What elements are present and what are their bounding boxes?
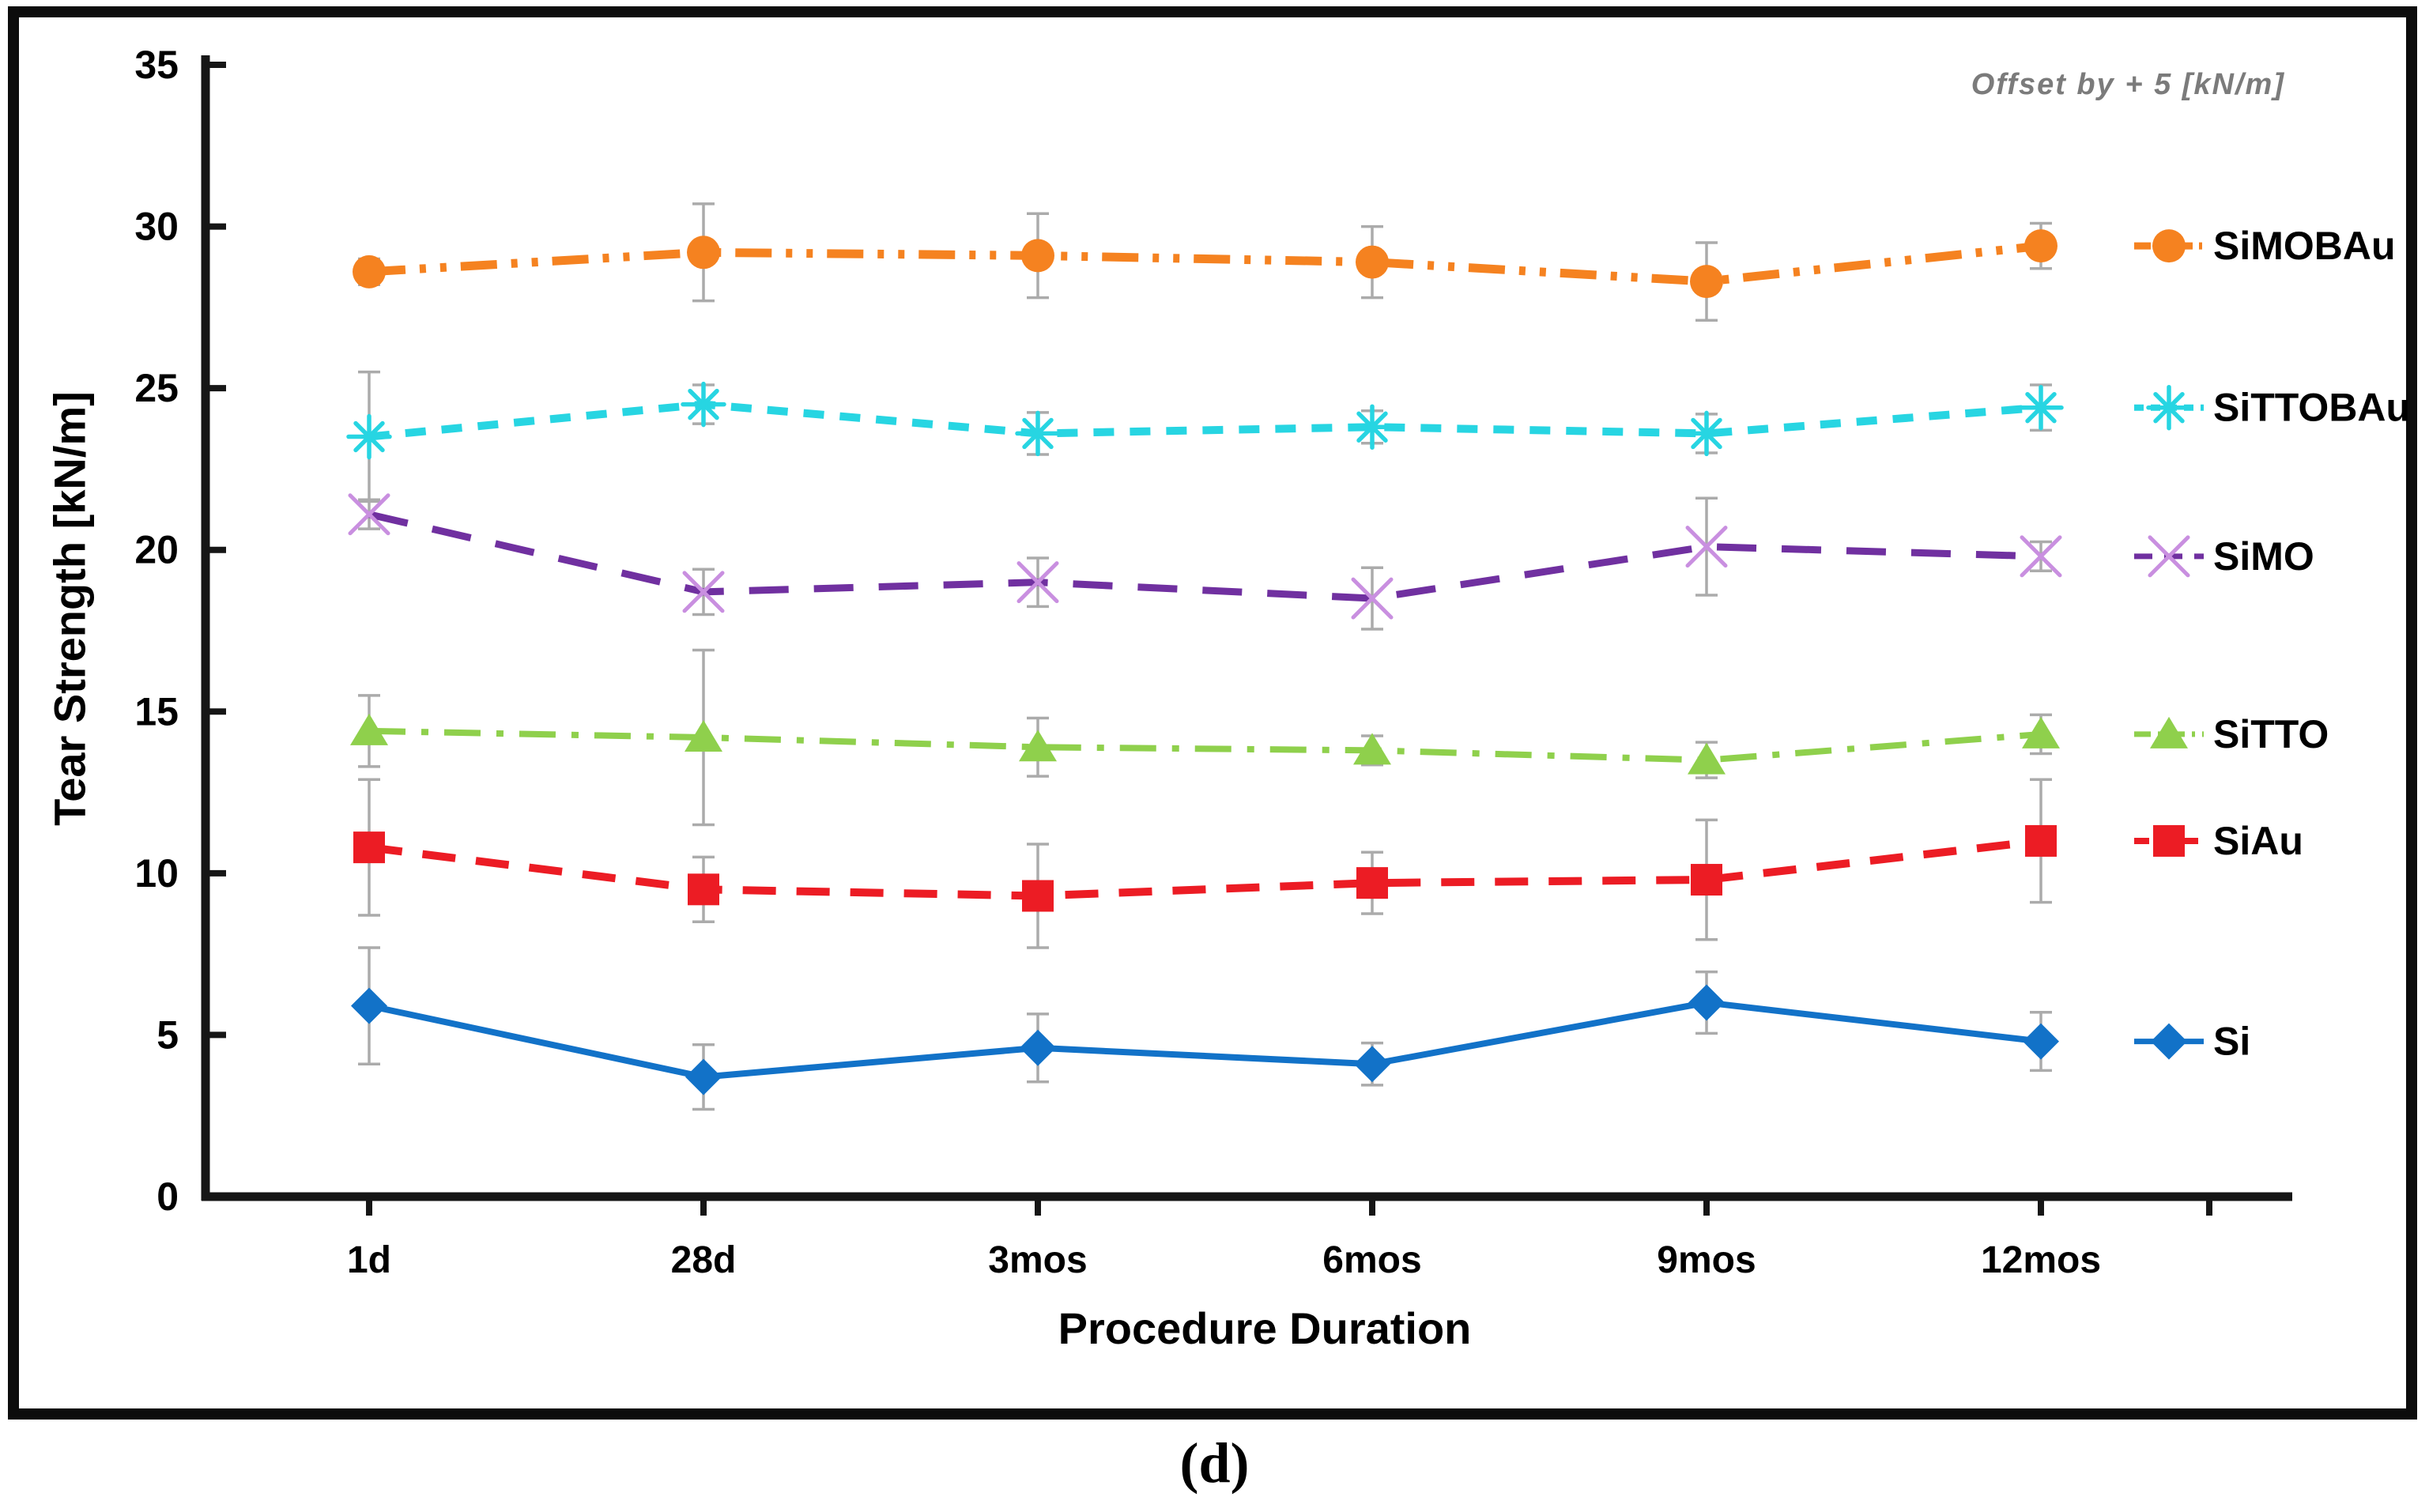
marker-SiMOBAu-6mos [1356, 245, 1389, 279]
marker-SiTTOBAu-28d-spoke3 [688, 388, 719, 420]
marker-SiTTO-28d [685, 720, 722, 752]
series-line-SiTTO [368, 727, 2042, 764]
legend-label-SiTTOBAu: SiTTOBAu [2213, 386, 2410, 430]
legend-label-SiMO: SiMO [2213, 534, 2314, 579]
marker-Si-28d [685, 1058, 722, 1095]
marker-SiTTO-3mos [1019, 730, 1057, 762]
legend-marker-SiMOBAu [2152, 229, 2186, 263]
legend-label-Si: Si [2213, 1020, 2250, 1064]
y-tick-label-15: 15 [134, 689, 179, 733]
x-axis-title: Procedure Duration [1058, 1303, 1472, 1353]
legend-marker-SiTTO [2150, 716, 2188, 748]
marker-SiTTO-1d [350, 713, 388, 745]
y-tick-label-10: 10 [134, 851, 179, 896]
series-line-SiMO [368, 511, 2042, 602]
y-tick-label-20: 20 [134, 528, 179, 572]
offset-annotation: Offset by + 5 [kN/m] [1971, 68, 2285, 101]
y-tick-label-30: 30 [134, 205, 179, 249]
marker-SiTTOBAu-3mos-spoke3 [1022, 417, 1054, 450]
marker-SiTTOBAu-1d-spoke3 [353, 420, 385, 453]
marker-SiMOBAu-9mos [1690, 265, 1723, 299]
y-axis-title: Tear Strength [kN/m] [44, 391, 95, 826]
y-tick-label-0: 0 [157, 1175, 179, 1219]
marker-SiAu-9mos [1691, 864, 1722, 896]
marker-SiTTOBAu-6mos-spoke3 [1356, 411, 1388, 443]
marker-SiMOBAu-1d [353, 255, 386, 288]
x-tick-label-3mos: 3mos [988, 1239, 1087, 1281]
series-line-SiAu [368, 836, 2042, 900]
legend-marker-SiAu [2153, 824, 2185, 857]
legend-label-SiMOBAu: SiMOBAu [2213, 224, 2396, 268]
marker-SiAu-28d [688, 873, 719, 906]
marker-SiMO-12mos-stroke1 [2020, 535, 2062, 578]
marker-Si-9mos [1688, 984, 1725, 1021]
marker-SiAu-3mos [1022, 880, 1054, 912]
marker-SiTTO-9mos [1688, 742, 1726, 775]
y-tick-label-35: 35 [134, 43, 179, 87]
x-tick-label-12mos: 12mos [1981, 1239, 2101, 1281]
legend-marker-Si [2151, 1023, 2187, 1060]
marker-SiTTOBAu-9mos-spoke3 [1691, 417, 1722, 450]
x-tick-label-28d: 28d [671, 1239, 737, 1281]
x-tick-label-9mos: 9mos [1657, 1239, 1756, 1281]
marker-Si-6mos [1354, 1046, 1390, 1083]
marker-SiTTO-12mos [2022, 716, 2060, 748]
x-tick-label-1d: 1d [347, 1239, 391, 1281]
marker-SiMO-28d-stroke1 [682, 571, 725, 613]
marker-SiTTOBAu-12mos-spoke3 [2025, 391, 2057, 424]
figure-frame [8, 6, 2417, 1420]
legend-marker-SiMO-stroke1 [2148, 535, 2190, 578]
marker-SiMO-9mos-stroke1 [1685, 526, 1728, 568]
marker-SiMOBAu-3mos [1021, 239, 1054, 273]
marker-SiAu-1d [353, 831, 385, 864]
marker-SiTTO-6mos [1353, 733, 1391, 765]
figure-caption: (d) [1179, 1431, 1250, 1495]
marker-Si-3mos [1020, 1029, 1056, 1066]
series-line-SiTTOBAu [368, 400, 2042, 441]
y-tick-label-5: 5 [157, 1012, 179, 1057]
marker-SiMO-3mos-stroke1 [1016, 561, 1059, 604]
series-line-Si [368, 999, 2042, 1080]
marker-SiAu-6mos [1356, 867, 1388, 899]
series-line-SiMOBAu [368, 241, 2042, 286]
marker-SiMOBAu-12mos [2024, 229, 2057, 263]
legend-label-SiAu: SiAu [2213, 819, 2303, 863]
marker-Si-1d [351, 987, 387, 1024]
legend-label-SiTTO: SiTTO [2213, 712, 2329, 756]
x-tick-label-6mos: 6mos [1322, 1239, 1421, 1281]
marker-SiMOBAu-28d [687, 236, 720, 270]
marker-SiMO-1d-stroke1 [348, 493, 390, 536]
y-tick-label-25: 25 [134, 366, 179, 410]
marker-SiAu-12mos [2025, 824, 2057, 857]
legend-marker-SiTTOBAu-spoke3 [2153, 391, 2185, 424]
marker-SiMO-6mos-stroke1 [1351, 577, 1394, 620]
marker-Si-12mos [2023, 1023, 2059, 1060]
